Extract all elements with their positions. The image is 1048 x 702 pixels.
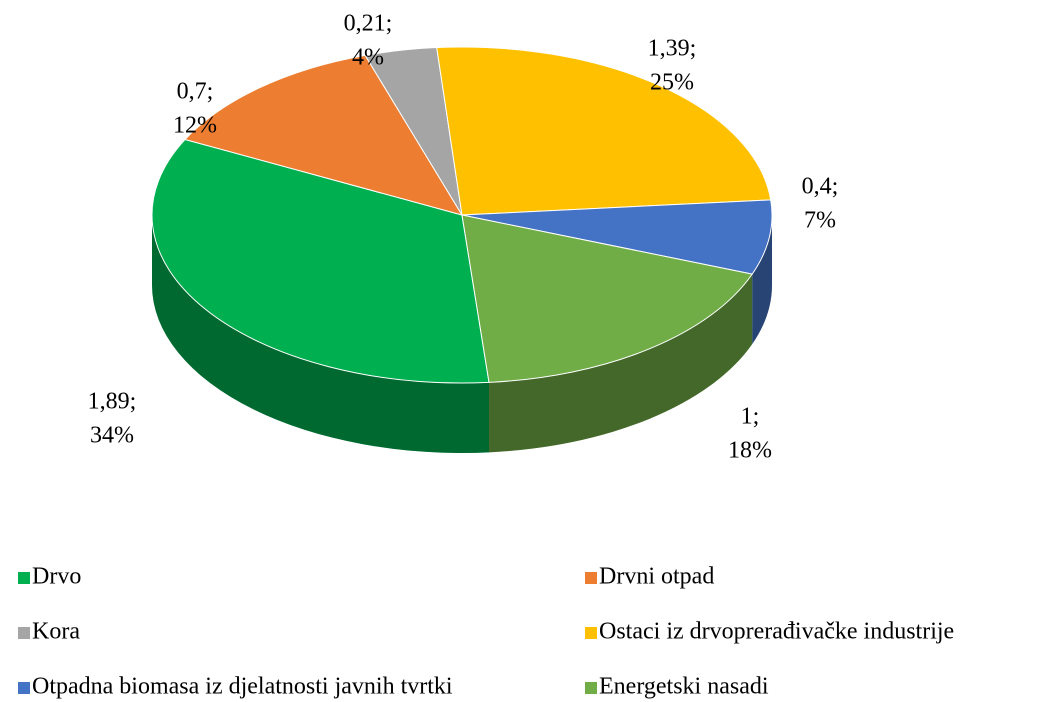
legend-label: Ostaci iz drvoprerađivačke industrije <box>599 619 954 645</box>
slice-side-shade <box>752 215 772 345</box>
data-label-value: 0,7; <box>177 79 214 105</box>
slice-side <box>152 215 490 453</box>
data-label-percent: 25% <box>650 70 694 96</box>
slice-side <box>752 215 772 345</box>
legend-label: Energetski nasadi <box>599 674 769 700</box>
data-label-value: 1,89; <box>88 389 137 415</box>
data-label-value: 0,21; <box>344 11 393 37</box>
legend-swatch <box>18 572 30 584</box>
data-label-value: 1,39; <box>648 36 697 62</box>
slice <box>151 138 490 384</box>
legend-swatch <box>585 572 597 584</box>
data-label-percent: 4% <box>352 45 384 71</box>
data-label-percent: 34% <box>90 423 134 449</box>
slice-side-shade <box>152 215 490 453</box>
legend-label: Drvni otpad <box>599 564 714 590</box>
slice-side-shade <box>489 274 753 453</box>
slice <box>436 46 772 216</box>
data-label-percent: 7% <box>804 208 836 234</box>
data-label-value: 0,4; <box>802 174 839 200</box>
legend-label: Kora <box>32 619 80 645</box>
legend-swatch <box>18 627 30 639</box>
legend-swatch <box>18 682 30 694</box>
legend-swatch <box>585 682 597 694</box>
slice <box>461 214 754 383</box>
slice <box>184 54 464 216</box>
data-label-percent: 18% <box>728 438 772 464</box>
legend-label: Drvo <box>32 564 81 590</box>
slice-side <box>489 274 753 453</box>
legend-swatch <box>585 627 597 639</box>
legend-label: Otpadna biomasa iz djelatnosti javnih tv… <box>32 674 453 700</box>
data-label-value: 1; <box>741 404 760 430</box>
data-label-percent: 12% <box>173 113 217 139</box>
slice <box>461 199 773 275</box>
